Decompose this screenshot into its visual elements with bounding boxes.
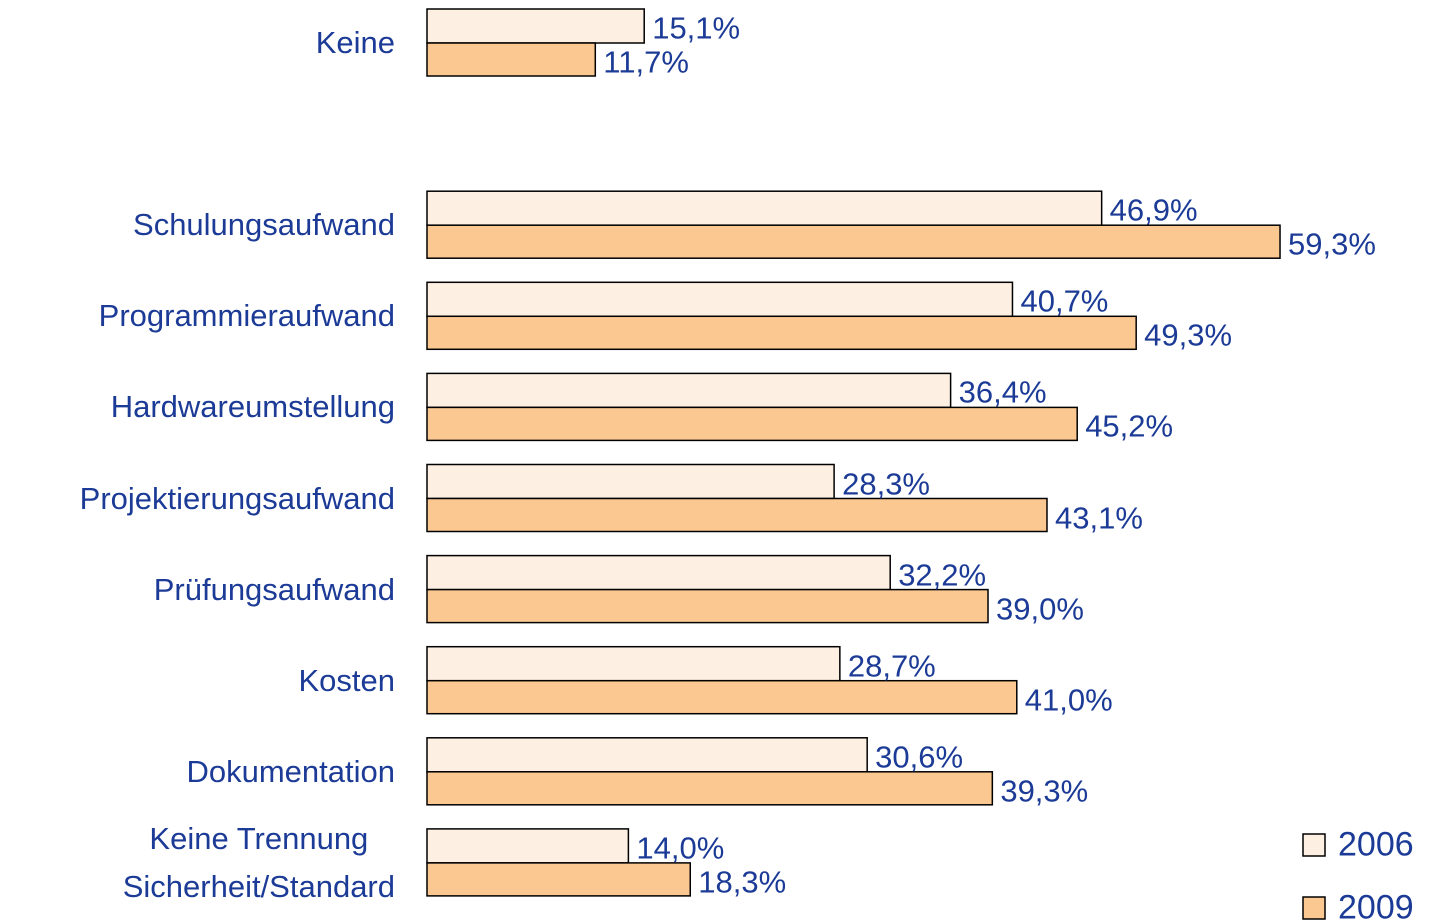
category-label: Schulungsaufwand xyxy=(133,207,395,243)
category-label: Projektierungsaufwand xyxy=(79,480,395,516)
legend-label: 2009 xyxy=(1338,888,1414,923)
value-label: 43,1% xyxy=(1054,500,1143,535)
category-label: Hardwareumstellung xyxy=(110,389,395,425)
legend-label: 2006 xyxy=(1338,825,1414,864)
value-label: 28,3% xyxy=(842,466,930,501)
category-label: Keine Trennung Sicherheit/Standard xyxy=(122,820,395,904)
bar xyxy=(426,828,630,864)
bar xyxy=(426,8,645,44)
value-label: 18,3% xyxy=(698,864,787,900)
category-label: Kosten xyxy=(298,662,395,698)
value-label: 15,1% xyxy=(652,10,741,46)
legend-swatch xyxy=(1302,833,1326,857)
bar xyxy=(426,315,1137,351)
bar xyxy=(426,190,1103,226)
value-label: 28,7% xyxy=(847,648,936,684)
value-label: 14,0% xyxy=(636,830,725,866)
bar xyxy=(426,771,994,806)
value-label: 41,0% xyxy=(1024,682,1113,718)
bar xyxy=(426,588,989,624)
value-label: 11,7% xyxy=(603,44,689,80)
value-label: 45,2% xyxy=(1085,408,1174,444)
value-label: 49,3% xyxy=(1144,317,1233,353)
value-label: 39,3% xyxy=(1000,773,1089,809)
bar xyxy=(426,224,1281,259)
value-label: 30,6% xyxy=(875,739,964,775)
bar xyxy=(426,42,597,77)
bar xyxy=(426,406,1078,442)
bar xyxy=(426,281,1014,318)
bar xyxy=(426,679,1018,715)
value-label: 59,3% xyxy=(1288,226,1376,262)
category-label: Dokumentation xyxy=(186,753,395,789)
bar xyxy=(426,862,691,897)
value-label: 36,4% xyxy=(958,374,1047,410)
bar xyxy=(426,645,841,682)
legend-swatch xyxy=(1302,896,1326,920)
value-label: 39,0% xyxy=(996,591,1084,627)
value-label: 46,9% xyxy=(1109,192,1198,228)
value-label: 32,2% xyxy=(898,557,987,593)
bar xyxy=(426,737,868,773)
category-label: Keine xyxy=(315,25,395,60)
bar xyxy=(426,372,952,409)
category-label: Programmieraufwand xyxy=(98,298,395,334)
bar xyxy=(426,463,835,500)
category-label: Prüfungsaufwand xyxy=(153,571,395,607)
bar xyxy=(426,497,1048,533)
bar xyxy=(426,554,891,591)
value-label: 40,7% xyxy=(1020,283,1109,319)
